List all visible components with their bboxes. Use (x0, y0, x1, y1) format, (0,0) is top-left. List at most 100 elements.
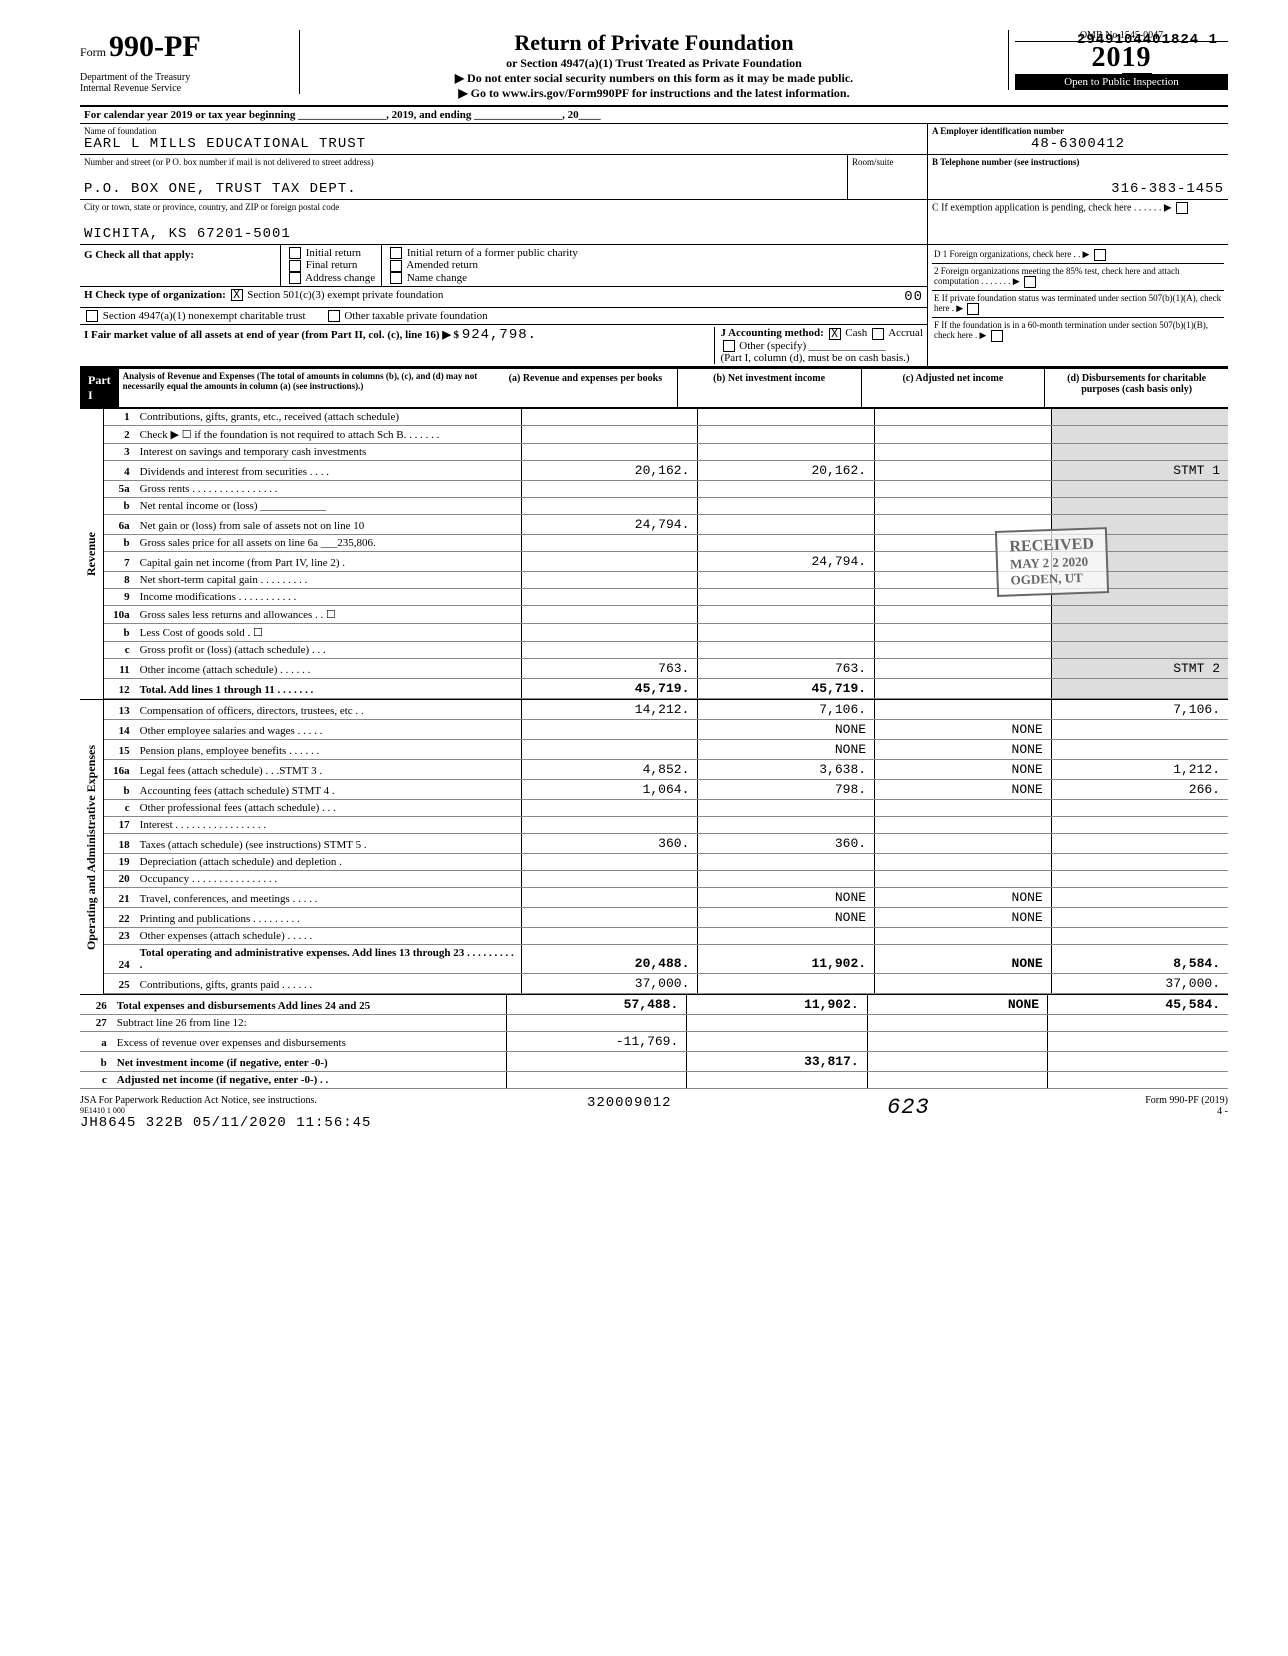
j-accr-checkbox[interactable] (872, 328, 884, 340)
e-checkbox[interactable] (967, 303, 979, 315)
line-num: 25 (104, 974, 136, 994)
col-d: 1,212. (1051, 760, 1228, 780)
col-b: 45,719. (698, 679, 875, 699)
j-accr: Accrual (888, 327, 923, 339)
f-checkbox[interactable] (991, 330, 1003, 342)
line-desc: Net short-term capital gain . . . . . . … (136, 572, 522, 589)
line-row: 11Other income (attach schedule) . . . .… (104, 659, 1228, 679)
room-label: Room/suite (852, 157, 923, 167)
g-opt-namechg[interactable]: Name change (388, 272, 578, 284)
line-num: 21 (104, 888, 136, 908)
line-row: cOther professional fees (attach schedul… (104, 800, 1228, 817)
line-num: 24 (104, 945, 136, 974)
jsa-notice: JSA For Paperwork Reduction Act Notice, … (80, 1095, 371, 1106)
col-a: 24,794. (521, 515, 698, 535)
c-checkbox[interactable] (1176, 202, 1188, 214)
g-opt-addrchg[interactable]: Address change (287, 272, 375, 284)
line-row: 1Contributions, gifts, grants, etc., rec… (104, 409, 1228, 426)
col-d (1048, 1072, 1228, 1089)
col-a: 1,064. (521, 780, 698, 800)
col-b: 763. (698, 659, 875, 679)
col-d (1051, 679, 1228, 699)
address: P.O. BOX ONE, TRUST TAX DEPT. (84, 181, 843, 197)
footer-form: Form 990-PF (2019) (1145, 1095, 1228, 1106)
line-num: 14 (104, 720, 136, 740)
g-opt-amended[interactable]: Amended return (388, 259, 578, 271)
line-row: bNet investment income (if negative, ent… (80, 1052, 1228, 1072)
line-num: b (104, 624, 136, 642)
line-num: 7 (104, 552, 136, 572)
g-opt-final[interactable]: Final return (287, 259, 375, 271)
j-cash-checkbox[interactable]: X (829, 328, 841, 340)
col-c (875, 871, 1052, 888)
line-desc: Net investment income (if negative, ente… (113, 1052, 507, 1072)
h-4947-label: Section 4947(a)(1) nonexempt charitable … (103, 310, 306, 322)
d2-checkbox[interactable] (1024, 276, 1036, 288)
line-num: 18 (104, 834, 136, 854)
line-row: 5aGross rents . . . . . . . . . . . . . … (104, 481, 1228, 498)
col-b: 33,817. (687, 1052, 867, 1072)
h-4947-checkbox[interactable] (86, 310, 98, 322)
line-num: a (80, 1032, 113, 1052)
addr-block: Number and street (or P O. box number if… (80, 155, 1228, 200)
g-opt-initformer[interactable]: Initial return of a former public charit… (388, 247, 578, 259)
line-num: 22 (104, 908, 136, 928)
line-desc: Net rental income or (loss) ____________ (136, 498, 522, 515)
col-b: 11,902. (687, 995, 867, 1015)
line-num: 5a (104, 481, 136, 498)
footer-page: 4 - (1145, 1106, 1228, 1117)
line-desc: Travel, conferences, and meetings . . . … (136, 888, 522, 908)
line-row: 25Contributions, gifts, grants paid . . … (104, 974, 1228, 994)
col-b: 24,794. (698, 552, 875, 572)
col-c: NONE (875, 945, 1052, 974)
col-c: NONE (875, 720, 1052, 740)
ein-label: A Employer identification number (932, 126, 1224, 136)
subtitle-2: ▶ Do not enter social security numbers o… (310, 71, 998, 86)
col-b: 20,162. (698, 461, 875, 481)
d1-label: D 1 Foreign organizations, check here . … (934, 249, 1089, 259)
line-num: 15 (104, 740, 136, 760)
line-num: 11 (104, 659, 136, 679)
line-desc: Gross sales price for all assets on line… (136, 535, 522, 552)
col-b (698, 974, 875, 994)
col-d: 37,000. (1051, 974, 1228, 994)
h-other-checkbox[interactable] (328, 310, 340, 322)
telephone: 316-383-1455 (932, 181, 1224, 197)
revenue-side-label: Revenue (82, 522, 101, 586)
col-c (867, 1032, 1047, 1052)
dept-label: Department of the Treasury Internal Reve… (80, 72, 291, 94)
col-c (875, 409, 1052, 426)
col-d (1048, 1015, 1228, 1032)
col-b: NONE (698, 908, 875, 928)
col-b: NONE (698, 740, 875, 760)
col-b (698, 535, 875, 552)
g-opt-initial[interactable]: Initial return (287, 247, 375, 259)
col-b (698, 409, 875, 426)
line-num: c (80, 1072, 113, 1089)
line-num: 17 (104, 817, 136, 834)
line-num: 12 (104, 679, 136, 699)
col-c (875, 854, 1052, 871)
col-d (1051, 624, 1228, 642)
j-spec-checkbox[interactable] (723, 340, 735, 352)
line-num: 10a (104, 606, 136, 624)
col-d (1051, 409, 1228, 426)
name-label: Name of foundation (84, 126, 923, 136)
line-num: 13 (104, 700, 136, 720)
col-b (687, 1015, 867, 1032)
footer-mid: 320009012 (587, 1095, 672, 1131)
col-d (1051, 740, 1228, 760)
line-desc: Other professional fees (attach schedule… (136, 800, 522, 817)
d1-checkbox[interactable] (1094, 249, 1106, 261)
col-b (698, 871, 875, 888)
col-b: 798. (698, 780, 875, 800)
col-b (698, 572, 875, 589)
col-b (698, 606, 875, 624)
line-desc: Capital gain net income (from Part IV, l… (136, 552, 522, 572)
h-501-checkbox[interactable]: X (231, 289, 243, 301)
line-desc: Contributions, gifts, grants, etc., rece… (136, 409, 522, 426)
j-spec: Other (specify) ______________ (739, 340, 886, 352)
col-b: 3,638. (698, 760, 875, 780)
col-b (698, 481, 875, 498)
line-row: 22Printing and publications . . . . . . … (104, 908, 1228, 928)
